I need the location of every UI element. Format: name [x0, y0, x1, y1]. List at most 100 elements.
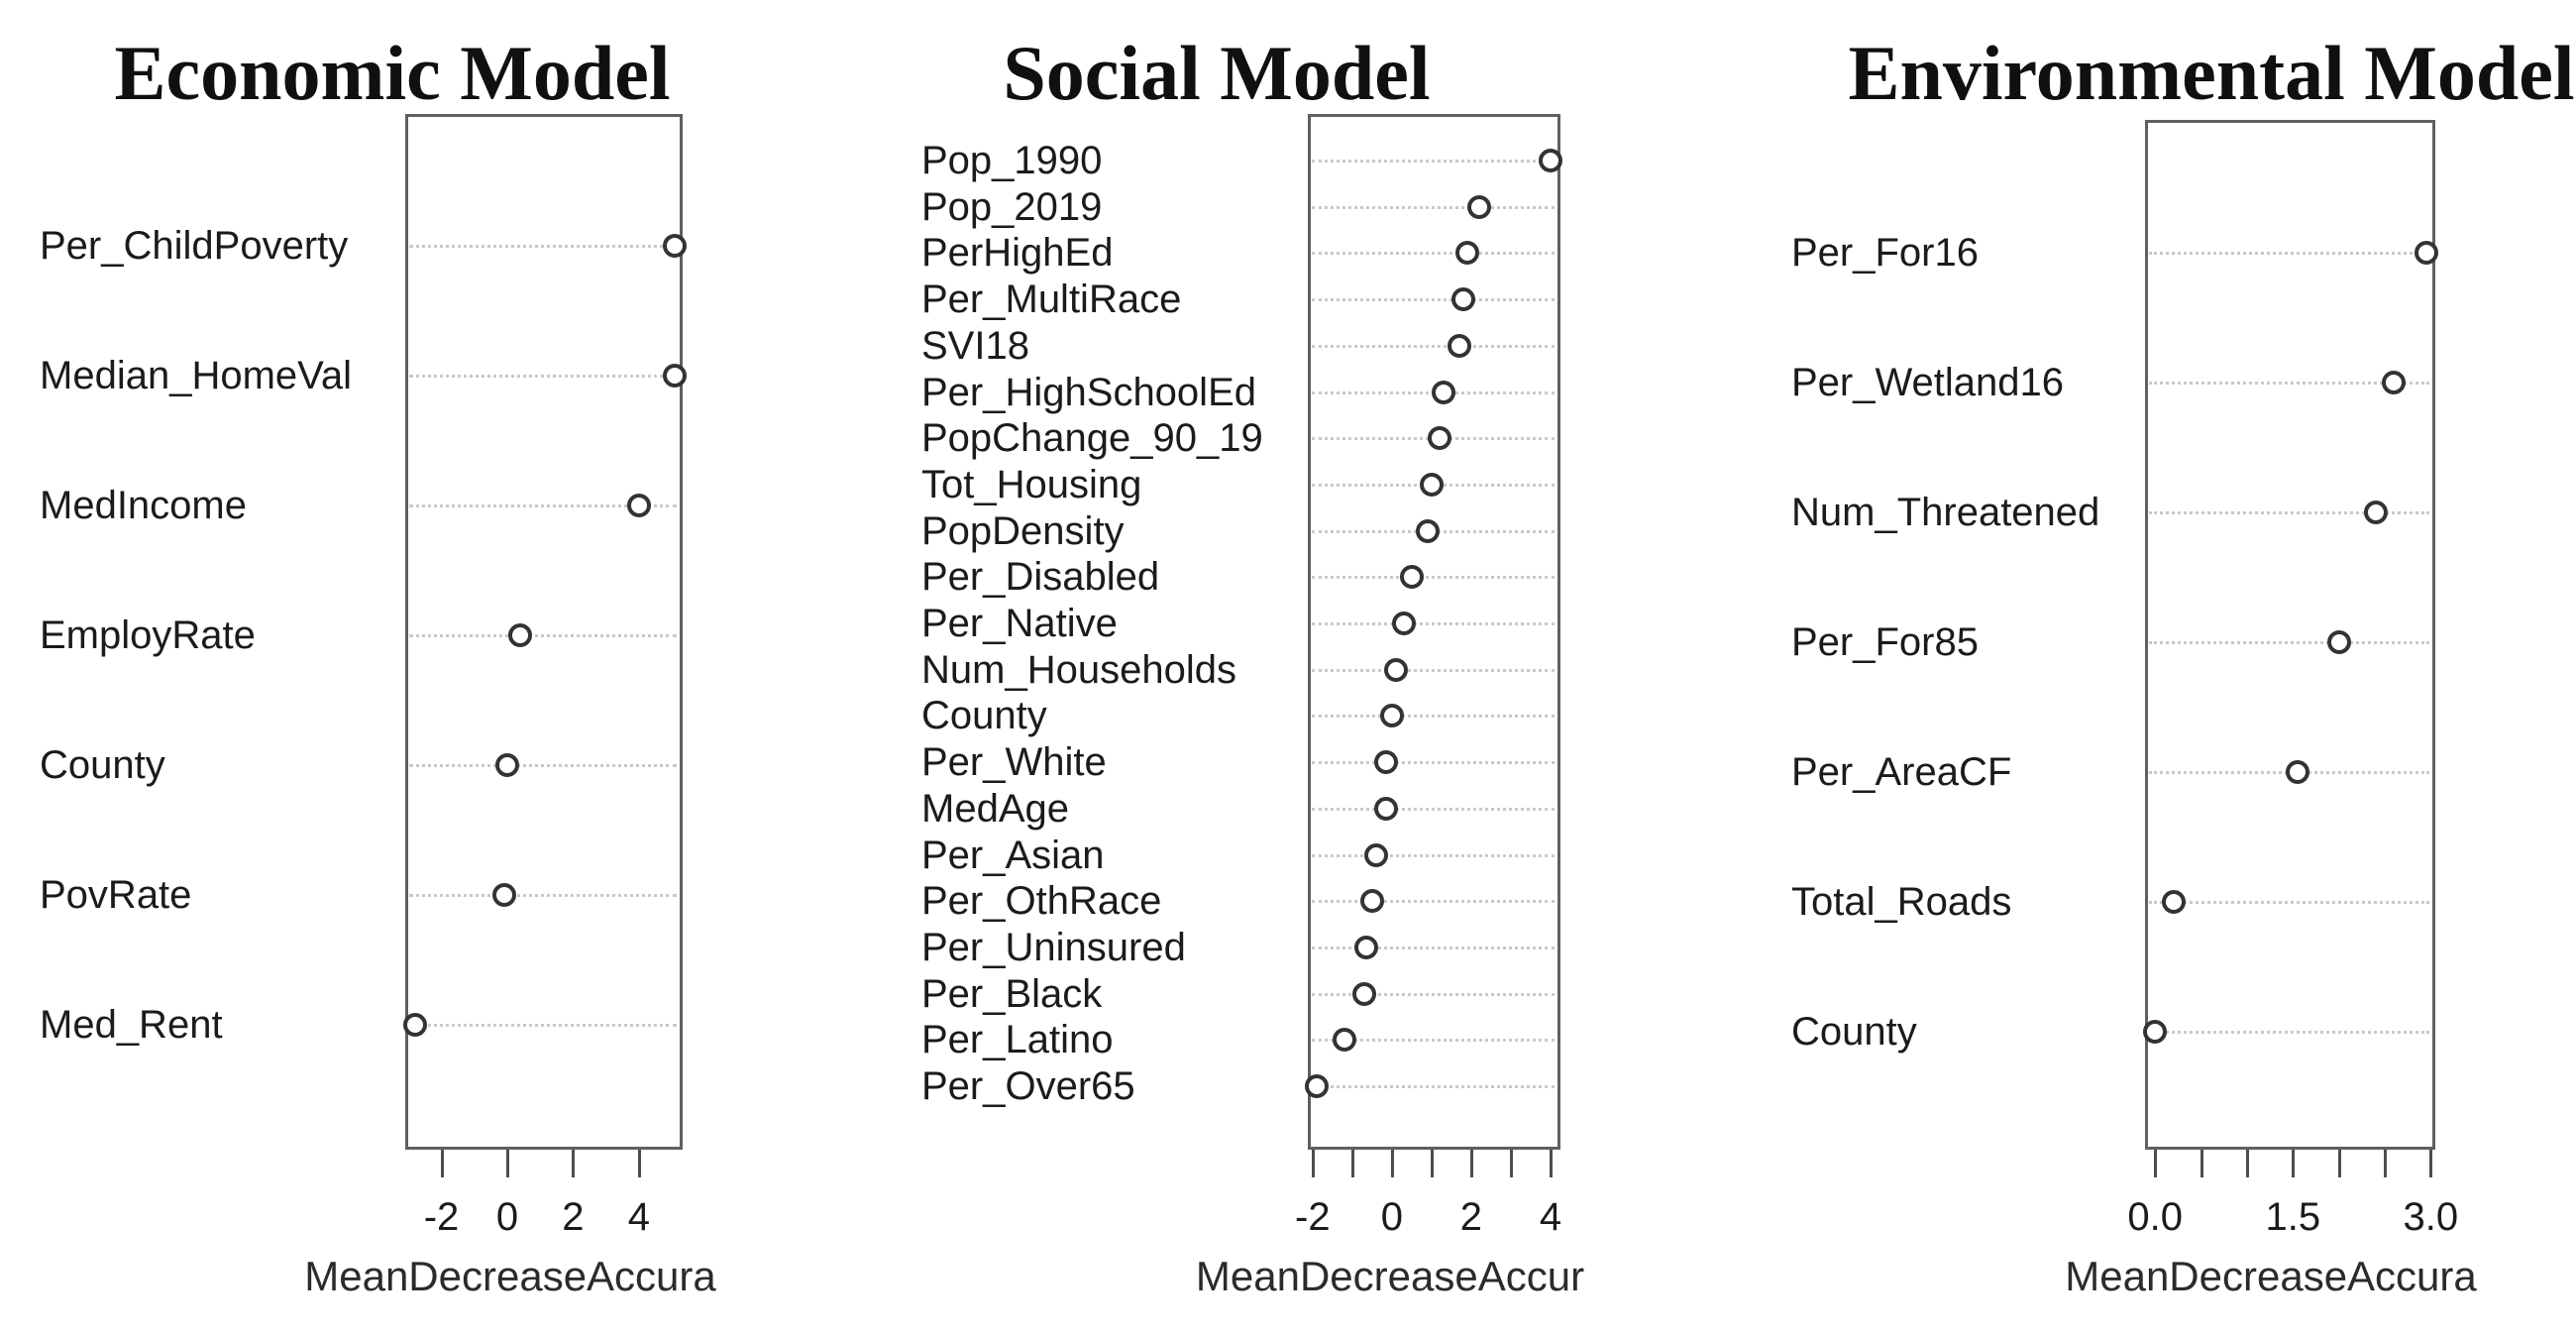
data-point [1373, 796, 1398, 821]
data-point [1379, 704, 1404, 728]
plot-box [1308, 114, 1560, 1150]
row-label: County [1791, 1010, 1917, 1054]
row-label: Med_Rent [40, 1003, 223, 1047]
x-axis-tick-mark [1390, 1150, 1394, 1177]
data-point [494, 753, 519, 777]
x-axis-tick-mark [440, 1150, 444, 1177]
data-point [1447, 333, 1471, 358]
dotted-guide-line [1312, 205, 1555, 209]
x-axis-tick-mark [2429, 1150, 2433, 1177]
x-axis-tick-mark [2200, 1150, 2203, 1177]
x-axis-tick-mark [572, 1150, 576, 1177]
x-axis-tick-label: -2 [1295, 1195, 1331, 1239]
data-point [663, 234, 688, 258]
dotted-guide-line [409, 634, 677, 637]
data-point [2326, 630, 2351, 654]
row-label: MedAge [921, 786, 1069, 831]
x-axis-tick-label: 0 [1380, 1195, 1403, 1239]
x-axis-tick-mark [505, 1150, 509, 1177]
row-label: Per_Disabled [921, 555, 1160, 600]
dotted-guide-line [1312, 344, 1555, 348]
plot-box [2145, 120, 2435, 1150]
data-point [2363, 501, 2388, 524]
x-axis-tick-label: 0 [495, 1195, 519, 1239]
data-point [1399, 565, 1424, 590]
row-label: Total_Roads [1791, 880, 2012, 924]
x-axis-tick-label: 4 [1539, 1195, 1562, 1239]
dotted-guide-line [409, 504, 677, 507]
dotted-guide-line [409, 375, 677, 378]
plot-box [405, 114, 683, 1150]
x-axis-tick-mark [2292, 1150, 2296, 1177]
dotted-guide-line [1312, 668, 1555, 672]
row-label: Per_White [921, 740, 1107, 785]
data-point [1304, 1074, 1329, 1098]
x-axis-tick-label: -2 [423, 1195, 460, 1239]
data-point [508, 623, 533, 647]
x-axis-tick-mark [2154, 1150, 2158, 1177]
data-point [2143, 1020, 2168, 1044]
row-label: Median_HomeVal [40, 354, 352, 397]
x-axis-tick-mark [637, 1150, 641, 1177]
row-label: Per_Wetland16 [1791, 361, 2064, 404]
data-point [1466, 194, 1491, 219]
data-point [1363, 842, 1388, 867]
dotted-guide-line [1312, 853, 1555, 857]
data-point [1427, 426, 1451, 451]
panel-title: Environmental Model [1848, 30, 2575, 116]
row-label: SVI18 [921, 323, 1029, 368]
data-point [1450, 287, 1475, 312]
dotted-guide-line [409, 894, 677, 897]
x-axis-tick-label: 0.0 [2127, 1195, 2183, 1239]
row-label: Per_Uninsured [921, 925, 1186, 969]
row-label: Per_Asian [921, 833, 1105, 877]
dotted-guide-line [2149, 641, 2429, 644]
row-label: Per_Over65 [921, 1064, 1135, 1108]
data-point [1431, 380, 1455, 404]
x-axis-tick-mark [1549, 1150, 1553, 1177]
row-label: PovRate [40, 873, 192, 917]
dotted-guide-line [409, 764, 677, 767]
dotted-guide-line [1312, 298, 1555, 302]
dotted-guide-line [1312, 715, 1555, 719]
dotted-guide-line [1312, 992, 1555, 996]
x-axis-label: MeanDecreaseAccura [304, 1253, 716, 1299]
row-label: PerHighEd [921, 231, 1114, 276]
data-point [2285, 760, 2309, 784]
data-point [1383, 657, 1408, 682]
dotted-guide-line [2149, 1031, 2429, 1034]
data-point [663, 364, 688, 388]
x-axis-tick-label: 2 [1459, 1195, 1483, 1239]
row-label: Pop_2019 [921, 184, 1103, 229]
data-point [1373, 750, 1398, 775]
row-label: Per_OthRace [921, 879, 1162, 924]
data-point [491, 883, 516, 907]
data-point [1391, 612, 1416, 635]
row-label: PopDensity [921, 508, 1125, 553]
row-label: EmployRate [40, 613, 256, 657]
dotted-guide-line [409, 245, 677, 248]
dotted-guide-line [1312, 622, 1555, 625]
x-axis-tick-mark [2384, 1150, 2387, 1177]
dotted-guide-line [1312, 807, 1555, 811]
row-label: Tot_Housing [921, 462, 1142, 506]
row-label: Pop_1990 [921, 139, 1103, 182]
data-point [2414, 241, 2438, 265]
panel-title: Economic Model [114, 30, 671, 116]
x-axis-label: MeanDecreaseAccur [1195, 1253, 1585, 1299]
x-axis-tick-label: 4 [627, 1195, 650, 1239]
dotted-guide-line [409, 1024, 677, 1027]
x-axis-tick-mark [1509, 1150, 1513, 1177]
row-label: Per_HighSchoolEd [921, 370, 1256, 414]
row-label: PopChange_90_19 [921, 416, 1263, 461]
x-axis-tick-mark [1350, 1150, 1354, 1177]
data-point [626, 494, 651, 517]
x-axis-tick-mark [2337, 1150, 2341, 1177]
data-point [2161, 890, 2186, 914]
dotted-guide-line [1312, 252, 1555, 256]
data-point [2382, 371, 2407, 394]
row-label: Per_Black [921, 971, 1103, 1016]
row-label: Per_For85 [1791, 620, 1979, 664]
dotted-guide-line [1312, 900, 1555, 904]
